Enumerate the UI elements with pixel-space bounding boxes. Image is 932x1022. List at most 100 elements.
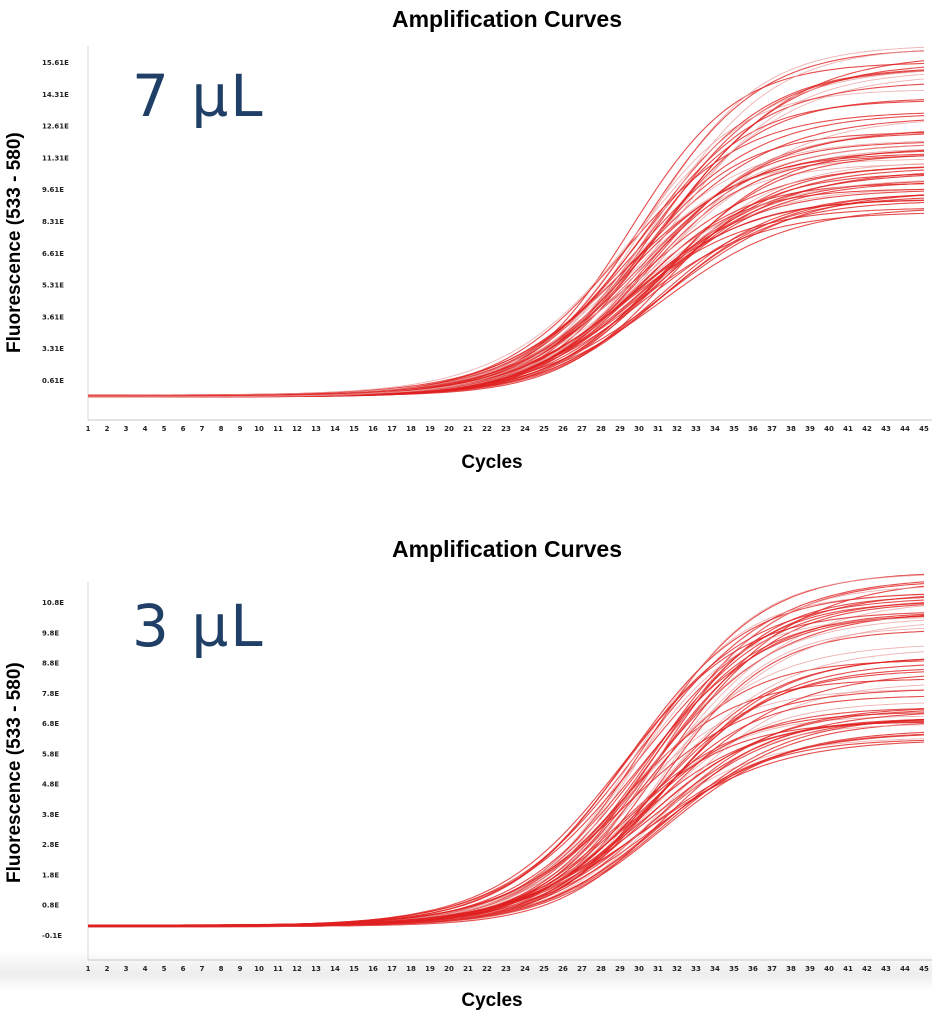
amplification-curve [88, 596, 925, 927]
x-tick-label: 12 [292, 425, 302, 433]
x-tick-label: 20 [444, 425, 454, 433]
y-tick-label: 15.61E [42, 59, 69, 67]
x-tick-label: 3 [124, 965, 129, 973]
x-tick-label: 17 [387, 965, 397, 973]
amplification-curve [88, 605, 925, 928]
x-tick-label: 22 [482, 965, 492, 973]
x-tick-label: 37 [767, 425, 777, 433]
x-tick-label: 38 [786, 425, 796, 433]
amplification-curve [88, 131, 925, 398]
amplification-curve [88, 615, 925, 927]
amplification-curve [88, 612, 925, 926]
plot-area: 1 2 3 4 5 6 7 8 9 10 11 12 13 14 15 16 17 18 19 20 21 22 23 24 2… [42, 46, 932, 433]
x-tick-label: 25 [539, 965, 549, 973]
x-tick-label: 30 [634, 425, 644, 433]
amplification-curve [88, 614, 925, 926]
x-tick-label: 25 [539, 425, 549, 433]
amplification-curve [88, 593, 925, 926]
x-tick-label: 33 [691, 425, 701, 433]
x-tick-label: 40 [824, 425, 834, 433]
x-tick-label: 29 [615, 965, 625, 973]
plot-area: 1 2 3 4 5 6 7 8 9 10 11 12 13 14 15 16 17 18 19 20 21 22 23 24 2… [42, 573, 932, 973]
x-tick-label: 16 [368, 425, 378, 433]
y-tick-label: 8.31E [42, 218, 64, 226]
x-tick-label: 6 [181, 425, 186, 433]
x-tick-label: 21 [463, 425, 473, 433]
amplification-curve [88, 602, 925, 927]
x-tick-label: 8 [219, 425, 224, 433]
amplification-curve [88, 69, 925, 398]
amplification-curve [88, 70, 925, 396]
amplification-curve [88, 119, 925, 396]
x-tick-label: 4 [143, 965, 148, 973]
amplification-curve [88, 675, 925, 927]
x-tick-label: 18 [406, 965, 416, 973]
x-tick-label: 32 [672, 425, 682, 433]
x-tick-label: 11 [273, 965, 283, 973]
x-tick-label: 24 [520, 425, 530, 433]
x-tick-label: 29 [615, 425, 625, 433]
chart-title: Amplification Curves [391, 6, 623, 32]
x-tick-label: 40 [824, 965, 834, 973]
background-shadow [0, 950, 932, 990]
x-tick-label: 43 [881, 425, 891, 433]
y-tick-label: 10.8E [42, 599, 64, 607]
amplification-curve [88, 166, 925, 397]
x-tick-label: 13 [311, 965, 321, 973]
amplification-curve [88, 721, 925, 928]
y-tick-label: 0.61E [42, 377, 64, 385]
amplification-curve [88, 99, 925, 398]
x-tick-label: 23 [501, 425, 511, 433]
x-tick-label: 12 [292, 965, 302, 973]
x-tick-label: 37 [767, 965, 777, 973]
x-tick-label: 10 [254, 965, 264, 973]
x-tick-label: 41 [843, 965, 853, 973]
y-tick-label: -0.1E [42, 932, 62, 940]
amplification-curve [88, 613, 925, 927]
x-tick-label: 17 [387, 425, 397, 433]
amplification-curve [88, 131, 925, 397]
x-tick-label: 3 [124, 425, 129, 433]
x-tick-label: 8 [219, 965, 224, 973]
x-tick-label: 30 [634, 965, 644, 973]
x-tick-label: 19 [425, 425, 435, 433]
volume-annotation: 3 µL [132, 592, 265, 660]
chart-7ul: Amplification Curves Fluorescence (533 -… [0, 0, 932, 490]
amplification-curve [88, 73, 925, 397]
x-tick-label: 32 [672, 965, 682, 973]
y-tick-label: 5.8E [42, 750, 59, 758]
x-tick-label: 15 [349, 425, 359, 433]
amplification-curve [88, 115, 925, 397]
x-tick-label: 42 [862, 425, 872, 433]
amplification-curve [88, 62, 925, 398]
amplification-curve [88, 586, 925, 927]
amplification-curve [88, 60, 925, 397]
x-tick-label: 15 [349, 965, 359, 973]
y-tick-label: 7.8E [42, 690, 59, 698]
x-tick-label: 9 [238, 425, 243, 433]
x-tick-label: 27 [577, 965, 587, 973]
x-tick-label: 1 [86, 965, 91, 973]
x-tick-label: 5 [162, 965, 167, 973]
x-tick-label: 10 [254, 425, 264, 433]
x-tick-label: 39 [805, 965, 815, 973]
x-tick-label: 44 [900, 965, 910, 973]
amplification-curve [88, 140, 925, 397]
y-tick-label: 1.8E [42, 871, 59, 879]
amplification-curve [88, 678, 925, 927]
x-tick-label: 35 [729, 965, 739, 973]
amplification-curve [88, 594, 925, 927]
y-tick-label: 3.61E [42, 313, 64, 321]
x-tick-label: 26 [558, 425, 568, 433]
y-tick-label: 11.31E [42, 154, 69, 162]
amplification-curve [88, 166, 925, 397]
amplification-curve [88, 708, 925, 927]
amplification-curve [88, 46, 925, 397]
amplification-curve [88, 583, 925, 927]
x-tick-label: 4 [143, 425, 148, 433]
y-tick-label: 6.61E [42, 250, 64, 258]
x-tick-label: 23 [501, 965, 511, 973]
x-tick-label: 20 [444, 965, 454, 973]
x-tick-label: 14 [330, 425, 340, 433]
amplification-curve [88, 145, 925, 397]
